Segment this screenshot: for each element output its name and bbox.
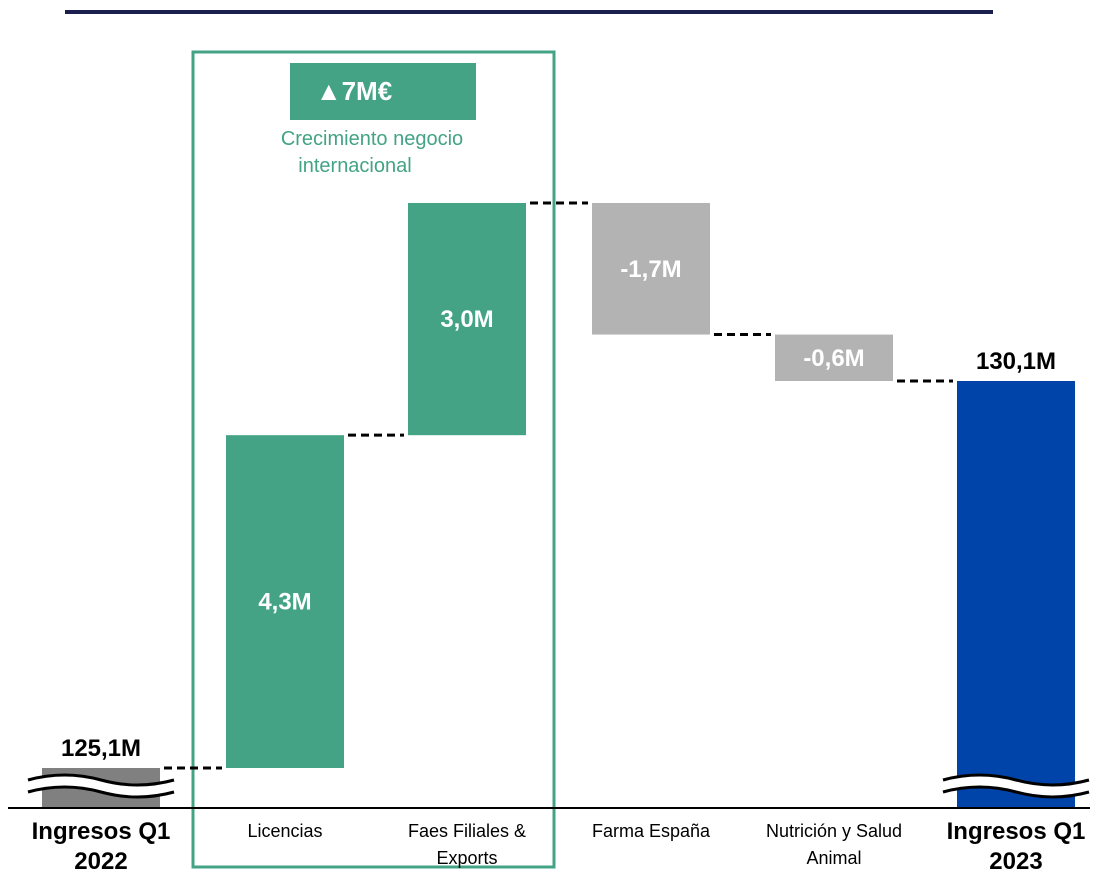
category-label-0-0: Ingresos Q1: [32, 818, 171, 845]
category-label-5-0: Ingresos Q1: [947, 818, 1086, 845]
bar-3: [592, 202, 710, 335]
bar-label-5: 130,1M: [976, 348, 1056, 375]
category-label-1-0: Licencias: [247, 821, 322, 841]
category-label-3-0: Farma España: [592, 821, 711, 841]
callout-badge: [290, 63, 476, 120]
bar-2: [408, 202, 526, 436]
bar-4: [775, 334, 893, 381]
axis-break-line-bottom-5: [942, 785, 1090, 799]
category-label-4-0: Nutrición y Salud: [766, 821, 902, 841]
bar-label-0: 125,1M: [61, 735, 141, 762]
bar-5: [957, 381, 1075, 808]
category-label-4-1: Animal: [806, 848, 861, 868]
axis-break-line-bottom-0: [27, 785, 175, 799]
bar-label-1: 4,3M: [258, 589, 311, 616]
category-label-0-1: 2022: [74, 848, 127, 875]
category-label-5-1: 2023: [989, 848, 1042, 875]
callout-subtitle-line2: internacional: [298, 155, 411, 177]
callout-subtitle-line1: Crecimiento negocio: [281, 128, 463, 150]
axis-break-line-top-0: [27, 773, 175, 787]
bar-label-3: -1,7M: [620, 256, 681, 283]
bar-label-4: -0,6M: [803, 345, 864, 372]
category-label-2-1: Exports: [436, 848, 497, 868]
axis-break-line-top-5: [942, 773, 1090, 787]
highlight-box: [191, 50, 556, 869]
category-label-2-0: Faes Filiales &: [408, 821, 526, 841]
axis-break-gap-5: [943, 775, 1089, 797]
bar-label-2: 3,0M: [440, 306, 493, 333]
bar-1: [226, 435, 344, 768]
axis-break-gap-0: [28, 775, 174, 797]
callout-value: ▲7M€: [316, 76, 392, 106]
